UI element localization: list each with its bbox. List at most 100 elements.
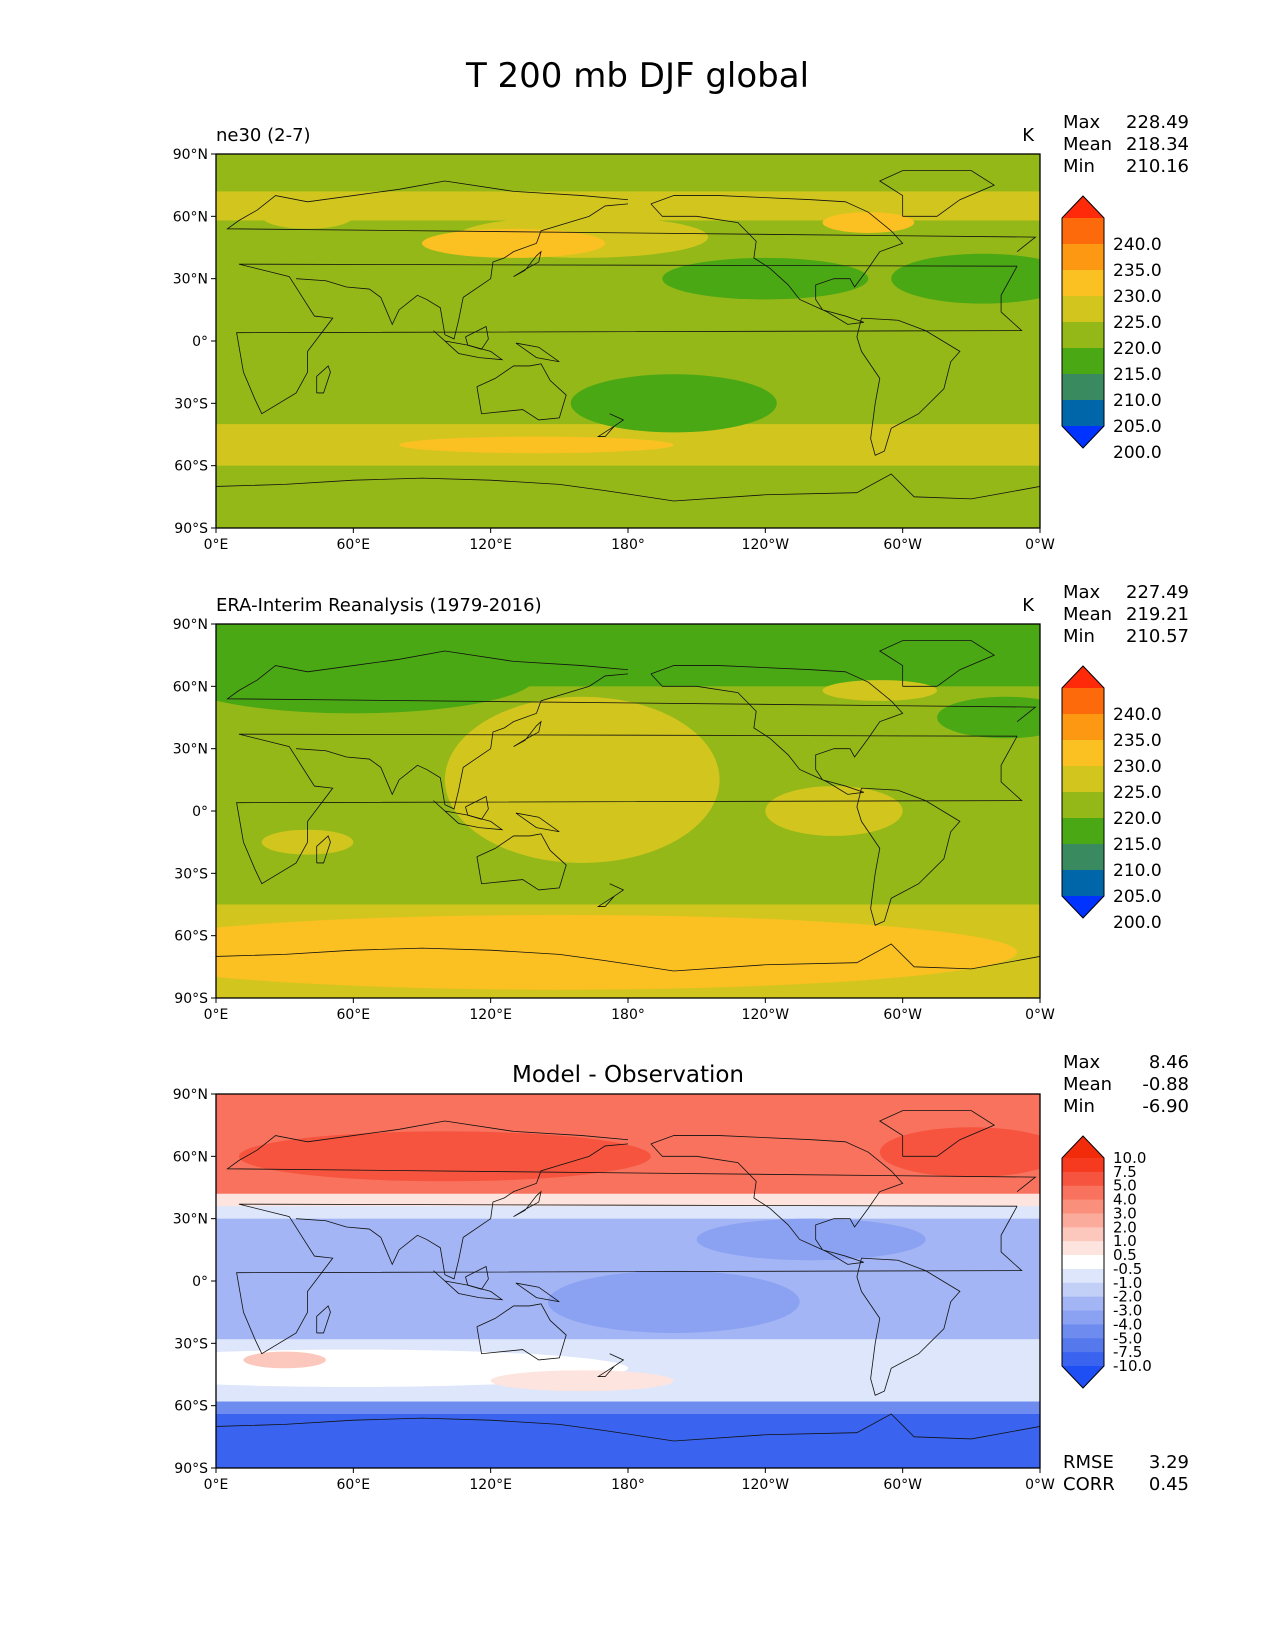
lat-tick-label: 90°S <box>174 1461 208 1477</box>
coastline <box>316 365 331 394</box>
colorbar-tick-label: 235.0 <box>1113 261 1162 281</box>
colorbar-segment <box>1062 1296 1104 1312</box>
coastline <box>515 812 560 833</box>
colorbar-segment <box>1062 270 1104 297</box>
colorbar-segment <box>1062 1282 1104 1298</box>
field-contour <box>243 1351 326 1369</box>
colorbar-segment <box>1062 870 1104 897</box>
colorbar-tick-label: -10.0 <box>1113 1357 1152 1375</box>
lon-tick-label: 60°E <box>336 1007 370 1023</box>
lat-tick-label: 90°N <box>173 1087 208 1103</box>
coastline <box>433 800 504 831</box>
coastline <box>650 665 904 795</box>
map-panel-diff: 90°N 60°N 30°N 0° 30°S 60°S 90°S0°E 60°E 120°E 18… <box>173 1052 1189 1495</box>
lon-tick-label: 60°E <box>336 1477 370 1493</box>
colorbar-tick-label: 205.0 <box>1113 887 1162 907</box>
coastline <box>296 203 629 340</box>
panel-label: ERA-Interim Reanalysis (1979-2016) <box>216 595 542 616</box>
lon-tick-label: 120°E <box>469 537 512 553</box>
coastline <box>216 1413 1040 1442</box>
colorbar-tick-label: 5.0 <box>1113 1177 1137 1195</box>
coastline <box>296 673 629 810</box>
map-field <box>216 154 1040 528</box>
colorbar-segment <box>1062 1227 1104 1242</box>
colorbar-segment <box>1062 818 1104 845</box>
lat-tick-label: 60°S <box>174 1399 208 1415</box>
colorbar-segment <box>1062 1255 1104 1270</box>
colorbar-tick-label: -3.0 <box>1113 1302 1142 1320</box>
colorbar-tick-label: 215.0 <box>1113 835 1162 855</box>
colorbar-segment <box>1062 1213 1104 1228</box>
lon-tick-label: 120°E <box>469 1477 512 1493</box>
colorbar-tick-label: 220.0 <box>1113 339 1162 359</box>
colorbar-extend-min <box>1062 1366 1104 1388</box>
map-field <box>216 624 1040 998</box>
colorbar-tick-label: 215.0 <box>1113 365 1162 385</box>
field-contour <box>696 1218 926 1261</box>
lat-tick-label: 90°N <box>173 617 208 633</box>
lat-tick-label: 90°S <box>174 521 208 537</box>
colorbar-tick-label: 0.5 <box>1113 1246 1137 1264</box>
metric-label-corr: CORR <box>1063 1474 1115 1495</box>
field-contour <box>570 374 777 433</box>
lat-tick-label: 30°N <box>173 742 208 758</box>
colorbar-tick-label: 2.0 <box>1113 1218 1137 1236</box>
coastline <box>226 650 1037 722</box>
colorbar-tick-label: 4.0 <box>1113 1191 1137 1209</box>
lon-tick-label: 180° <box>611 1477 645 1493</box>
colorbar-tick-label: 235.0 <box>1113 731 1162 751</box>
coastline <box>515 1282 560 1303</box>
colorbar-segment <box>1062 1310 1104 1325</box>
lon-tick-label: 0°W <box>1025 1007 1055 1023</box>
lat-tick-label: 0° <box>192 1274 208 1290</box>
stat-value-max: 228.49 <box>1126 112 1189 133</box>
field-contour <box>765 786 903 836</box>
stat-value-min: -6.90 <box>1142 1096 1189 1117</box>
colorbar-segment <box>1062 844 1104 871</box>
lon-tick-label: 180° <box>611 537 645 553</box>
coastline <box>216 943 1040 972</box>
colorbar-segment <box>1062 766 1104 793</box>
lon-tick-label: 120°W <box>742 1477 790 1493</box>
coastline <box>856 787 961 926</box>
lon-tick-label: 0°E <box>204 1477 229 1493</box>
colorbar-segment <box>1062 1268 1104 1284</box>
colorbar-outline <box>1061 195 1105 449</box>
coastline <box>316 1305 331 1334</box>
lat-tick-label: 30°N <box>173 1212 208 1228</box>
coastline <box>513 1190 542 1217</box>
colorbar-extend-max <box>1062 196 1104 218</box>
coastline <box>596 413 625 437</box>
field-contour <box>216 914 1017 990</box>
coastline <box>226 1120 1037 1192</box>
colorbar-tick-label: 230.0 <box>1113 287 1162 307</box>
coastline <box>236 1203 1023 1355</box>
stat-label-max: Max <box>1063 1052 1101 1073</box>
lon-tick-label: 60°E <box>336 537 370 553</box>
coastline <box>856 317 961 456</box>
coastline <box>296 1143 629 1280</box>
colorbar-outline <box>1061 1135 1105 1389</box>
colorbar-segment <box>1062 244 1104 271</box>
colorbar-outline <box>1061 665 1105 919</box>
lon-tick-label: 120°E <box>469 1007 512 1023</box>
colorbar-segment <box>1062 1199 1104 1214</box>
lon-tick-label: 0°W <box>1025 537 1055 553</box>
lat-tick-label: 60°S <box>174 929 208 945</box>
stat-label-mean: Mean <box>1063 134 1112 155</box>
field-contour <box>399 436 674 454</box>
lat-tick-label: 90°N <box>173 147 208 163</box>
lat-tick-label: 60°S <box>174 459 208 475</box>
colorbar-segment <box>1062 1158 1104 1173</box>
colorbar-segment <box>1062 296 1104 323</box>
colorbar-tick-label: 1.0 <box>1113 1232 1137 1250</box>
colorbar-tick-label: 225.0 <box>1113 783 1162 803</box>
colorbar-tick-label: 200.0 <box>1113 913 1162 933</box>
metric-label-rmse: RMSE <box>1063 1452 1114 1473</box>
colorbar-tick-label: -5.0 <box>1113 1329 1142 1347</box>
colorbar-tick-label: -2.0 <box>1113 1288 1142 1306</box>
colorbar-tick-label: 240.0 <box>1113 705 1162 725</box>
coastline <box>236 733 1023 885</box>
stat-label-max: Max <box>1063 112 1101 133</box>
stat-value-min: 210.16 <box>1126 156 1189 177</box>
